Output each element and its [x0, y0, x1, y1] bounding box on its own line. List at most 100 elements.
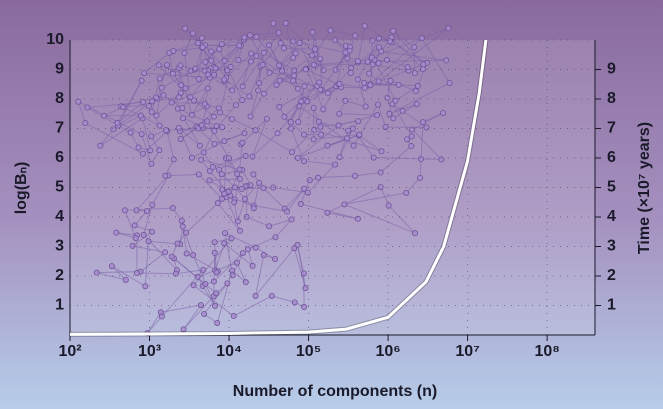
network-node: [331, 161, 338, 168]
y2-tick-label: 2: [607, 267, 616, 284]
network-edge: [185, 202, 219, 233]
network-edge: [185, 77, 211, 89]
network-edge: [143, 52, 170, 74]
network-edge: [327, 186, 381, 214]
network-edge: [251, 118, 268, 157]
network-edge: [271, 295, 295, 303]
network-edge: [313, 60, 358, 66]
network-edge: [263, 187, 286, 209]
network-edge: [100, 117, 143, 147]
network-node: [155, 62, 162, 69]
curve: [69, 39, 488, 336]
network-edge: [373, 157, 442, 160]
network-node: [212, 65, 219, 72]
network-node: [241, 130, 248, 137]
network-node: [160, 92, 167, 99]
network-node: [445, 25, 452, 32]
x-tick-label: 10⁶: [375, 343, 400, 360]
network-node: [236, 175, 243, 182]
network-node: [221, 76, 228, 83]
network-node: [180, 115, 187, 122]
network-edge: [381, 50, 447, 61]
network-edge: [380, 145, 412, 173]
network-edge: [173, 47, 203, 52]
network-node: [399, 107, 406, 114]
network-node: [288, 149, 295, 156]
network-edge: [297, 125, 339, 159]
network-node: [411, 44, 418, 51]
network-edge: [392, 30, 415, 48]
y2-tick-label: 4: [607, 208, 616, 225]
network-node: [284, 208, 291, 215]
network-edge: [281, 70, 321, 91]
network-edge: [140, 251, 166, 273]
network-node: [149, 228, 156, 235]
network-node: [188, 111, 195, 118]
network-edge: [242, 32, 280, 87]
network-node: [317, 123, 324, 130]
network-node: [281, 113, 288, 120]
network-node: [413, 101, 420, 108]
y-tick-label: 7: [55, 120, 64, 137]
network-node: [206, 167, 213, 174]
network-node: [214, 320, 221, 327]
network-node: [201, 310, 208, 317]
network-node: [295, 118, 302, 125]
network-node: [210, 278, 217, 285]
network-edge: [158, 64, 199, 80]
y2-tick-label: 9: [607, 61, 616, 78]
network-edge: [269, 219, 292, 227]
network-edge: [223, 242, 253, 267]
network-node: [361, 79, 368, 86]
network-node: [377, 169, 384, 176]
network-edge: [284, 116, 305, 135]
network-node: [291, 67, 298, 74]
network-node: [177, 62, 184, 69]
network-edge: [194, 47, 204, 69]
network-node: [129, 242, 136, 249]
network-node: [290, 38, 297, 45]
network-node: [168, 253, 175, 260]
network-node: [342, 49, 349, 56]
network-node: [148, 108, 155, 115]
y2-tick-label: 1: [607, 297, 616, 314]
network-node: [234, 170, 241, 177]
network-edge: [202, 285, 216, 307]
network-node: [256, 179, 263, 186]
network-node: [149, 98, 156, 105]
y2-tick-label: 7: [607, 120, 616, 137]
network-edge: [395, 85, 419, 102]
network-node: [180, 326, 187, 333]
network-node: [336, 110, 343, 117]
network-node: [195, 75, 202, 82]
network-edge: [146, 311, 162, 334]
network-edge: [280, 67, 308, 102]
network-node: [163, 61, 170, 68]
network-node: [247, 32, 254, 39]
network-edge: [344, 192, 407, 205]
network-node: [199, 44, 206, 51]
network-node: [183, 250, 190, 257]
network-node: [324, 209, 331, 216]
network-edge: [283, 47, 316, 50]
network-edge: [262, 64, 299, 90]
network-node: [145, 238, 152, 245]
network-edge: [111, 265, 127, 281]
network-node: [252, 292, 259, 299]
network-edge: [191, 140, 225, 159]
network-node: [347, 69, 354, 76]
network-node: [417, 174, 424, 181]
network-node: [296, 39, 303, 46]
network-node: [97, 142, 104, 149]
network-node: [141, 70, 148, 77]
network-edge: [391, 37, 424, 70]
network-node: [239, 139, 246, 146]
network-node: [291, 245, 298, 252]
network-edge: [330, 29, 356, 37]
network-edge: [212, 155, 246, 168]
network-node: [122, 276, 129, 283]
network-edge: [357, 79, 367, 107]
network-edge: [253, 205, 288, 213]
network-node: [120, 104, 127, 111]
